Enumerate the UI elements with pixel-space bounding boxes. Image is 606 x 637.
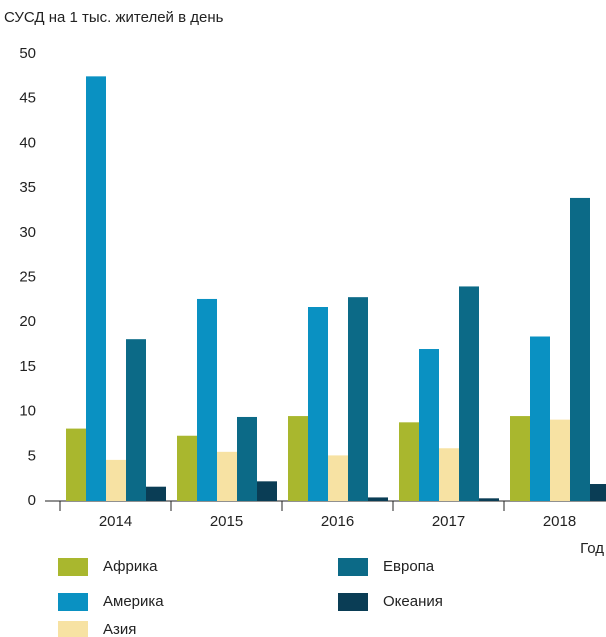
chart-title: СУСД на 1 тыс. жителей в день xyxy=(4,9,224,26)
bar xyxy=(510,416,530,501)
legend-label: Америка xyxy=(103,593,164,610)
y-tick-label: 45 xyxy=(19,90,36,107)
bar xyxy=(86,76,106,501)
legend-label: Европа xyxy=(383,558,435,575)
bar xyxy=(308,307,328,501)
bar xyxy=(550,419,570,501)
legend-swatch xyxy=(58,593,88,611)
bar xyxy=(590,484,606,501)
x-tick-label: 2014 xyxy=(99,513,132,530)
legend-swatch xyxy=(338,558,368,576)
legend-label: Океания xyxy=(383,593,443,610)
legend-label: Африка xyxy=(103,558,158,575)
bar xyxy=(217,451,237,501)
y-tick-label: 20 xyxy=(19,313,36,330)
y-tick-label: 0 xyxy=(28,492,36,509)
y-tick-label: 10 xyxy=(19,403,36,420)
legend-label: Азия xyxy=(103,621,136,637)
bar xyxy=(328,455,348,501)
bar xyxy=(177,435,197,501)
x-axis-label: Год xyxy=(580,540,604,557)
x-tick-label: 2018 xyxy=(543,513,576,530)
bar xyxy=(368,497,388,501)
legend-swatch xyxy=(58,558,88,576)
y-tick-label: 35 xyxy=(19,179,36,196)
y-tick-label: 15 xyxy=(19,358,36,375)
legend-swatch xyxy=(338,593,368,611)
bar xyxy=(126,339,146,501)
bar xyxy=(146,486,166,501)
y-tick-label: 30 xyxy=(19,224,36,241)
bar xyxy=(197,298,217,501)
y-tick-label: 25 xyxy=(19,268,36,285)
bar xyxy=(257,481,277,501)
y-tick-label: 40 xyxy=(19,134,36,151)
bar xyxy=(399,422,419,501)
bar xyxy=(439,448,459,501)
bar xyxy=(570,197,590,501)
bar xyxy=(530,336,550,501)
y-tick-label: 5 xyxy=(28,447,36,464)
bar xyxy=(348,297,368,501)
y-tick-label: 50 xyxy=(19,45,36,62)
x-tick-label: 2015 xyxy=(210,513,243,530)
bar xyxy=(479,498,499,501)
bar xyxy=(459,286,479,501)
bar xyxy=(237,416,257,501)
x-tick-label: 2017 xyxy=(432,513,465,530)
x-tick-label: 2016 xyxy=(321,513,354,530)
bar xyxy=(106,459,126,501)
legend-swatch xyxy=(58,621,88,637)
bar xyxy=(288,416,308,501)
bar xyxy=(66,428,86,501)
bar xyxy=(419,349,439,501)
